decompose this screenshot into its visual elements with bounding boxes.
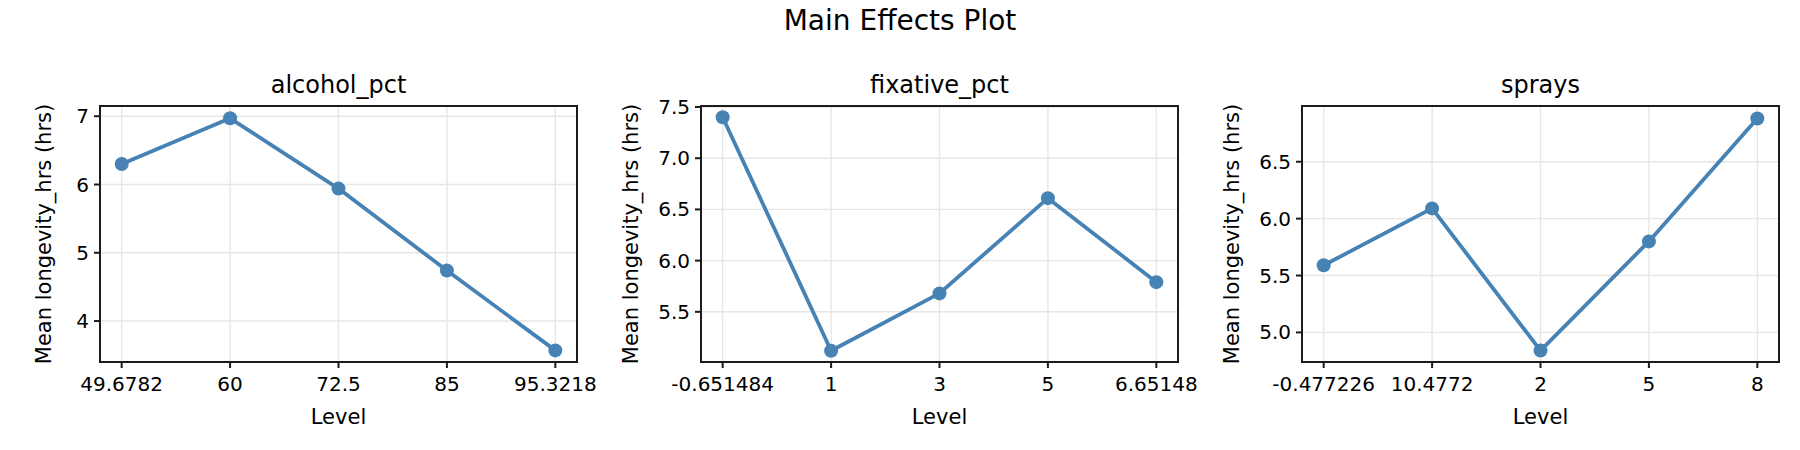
x-tick-label: -0.651484	[671, 372, 774, 396]
y-axis-label: Mean longevity_hrs (hrs)	[32, 104, 57, 364]
subplot-fixative_pct: -0.651484 1 3 5 6.65148 5.5 6.0 6.5 7.0 7.5 fixati…	[619, 71, 1198, 429]
subplot-title: fixative_pct	[870, 71, 1009, 99]
y-tick-label: 7.0	[658, 146, 690, 170]
y-axis-label: Mean longevity_hrs (hrs)	[1220, 104, 1245, 364]
y-tick-label: 5	[76, 241, 89, 265]
x-axis-label: Level	[311, 405, 366, 429]
x-tick-label: 10.4772	[1391, 372, 1474, 396]
x-tick-label: 8	[1751, 372, 1764, 396]
y-tick-label: 6.5	[658, 197, 690, 221]
y-axis-label: Mean longevity_hrs (hrs)	[619, 104, 644, 364]
data-point-marker	[1750, 112, 1764, 126]
y-tick-label: 7.5	[658, 95, 690, 119]
y-tick-label: 4	[76, 309, 89, 333]
x-axis-label: Level	[912, 405, 967, 429]
x-tick-label: 5	[1042, 372, 1055, 396]
x-tick-label: 3	[933, 372, 946, 396]
data-point-marker	[548, 343, 562, 357]
x-tick-label: 2	[1534, 372, 1547, 396]
y-tick-label: 7	[76, 104, 89, 128]
x-tick-label: -0.477226	[1272, 372, 1375, 396]
subplot-title: sprays	[1501, 71, 1580, 99]
subplot-sprays: -0.477226 10.4772 2 5 8 5.0 5.5 6.0 6.5 sprays Lev…	[1220, 71, 1779, 429]
x-tick-label: 72.5	[316, 372, 361, 396]
data-point-marker	[933, 286, 947, 300]
y-tick-label: 5.0	[1259, 320, 1291, 344]
subplots-canvas: 49.67826072.58595.32184567alcohol_pctLev…	[0, 0, 1800, 450]
subplot-title: alcohol_pct	[271, 71, 407, 99]
x-tick-label: 49.6782	[80, 372, 163, 396]
y-tick-label: 5.5	[658, 300, 690, 324]
y-tick-label: 6.0	[1259, 207, 1291, 231]
data-point-marker	[115, 157, 129, 171]
data-point-marker	[1041, 191, 1055, 205]
data-point-marker	[440, 264, 454, 278]
data-point-marker	[716, 110, 730, 124]
data-point-marker	[332, 182, 346, 196]
x-axis-label: Level	[1513, 405, 1568, 429]
x-tick-label: 5	[1643, 372, 1656, 396]
data-point-marker	[824, 344, 838, 358]
data-point-marker	[1149, 275, 1163, 289]
x-tick-label: 95.3218	[514, 372, 597, 396]
x-tick-label: 6.65148	[1115, 372, 1198, 396]
subplot-alcohol_pct: 49.6782 60 72.5 85 95.3218 4 5 6 7 alcohol_pct Lev…	[32, 71, 597, 429]
y-tick-label: 6.5	[1259, 150, 1291, 174]
x-tick-label: 85	[434, 372, 459, 396]
x-tick-label: 1	[825, 372, 838, 396]
figure-title: Main Effects Plot	[0, 7, 1800, 35]
data-point-marker	[1642, 234, 1656, 248]
y-tick-label: 6.0	[658, 249, 690, 273]
data-point-marker	[223, 111, 237, 125]
x-tick-label: 60	[217, 372, 242, 396]
data-point-marker	[1425, 201, 1439, 215]
y-tick-label: 5.5	[1259, 264, 1291, 288]
y-tick-label: 6	[76, 173, 89, 197]
data-point-marker	[1534, 344, 1548, 358]
data-point-marker	[1317, 258, 1331, 272]
figure: Main Effects Plot 49.67826072.58595.3218…	[0, 0, 1800, 450]
